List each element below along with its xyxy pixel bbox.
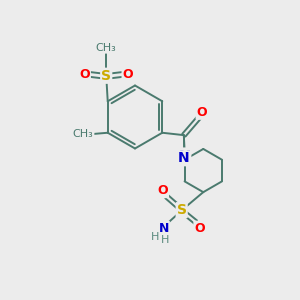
Text: N: N [177,151,189,165]
Text: O: O [122,68,133,81]
Text: O: O [196,106,207,119]
Text: N: N [179,148,190,163]
Text: CH₃: CH₃ [96,43,117,52]
Text: O: O [158,184,168,197]
Text: CH₃: CH₃ [73,129,94,139]
Text: N: N [158,222,169,235]
Text: O: O [194,222,205,235]
Text: O: O [79,68,90,81]
Text: H: H [161,235,170,245]
Text: H: H [151,232,159,242]
Text: S: S [101,69,111,83]
Text: S: S [177,203,187,217]
